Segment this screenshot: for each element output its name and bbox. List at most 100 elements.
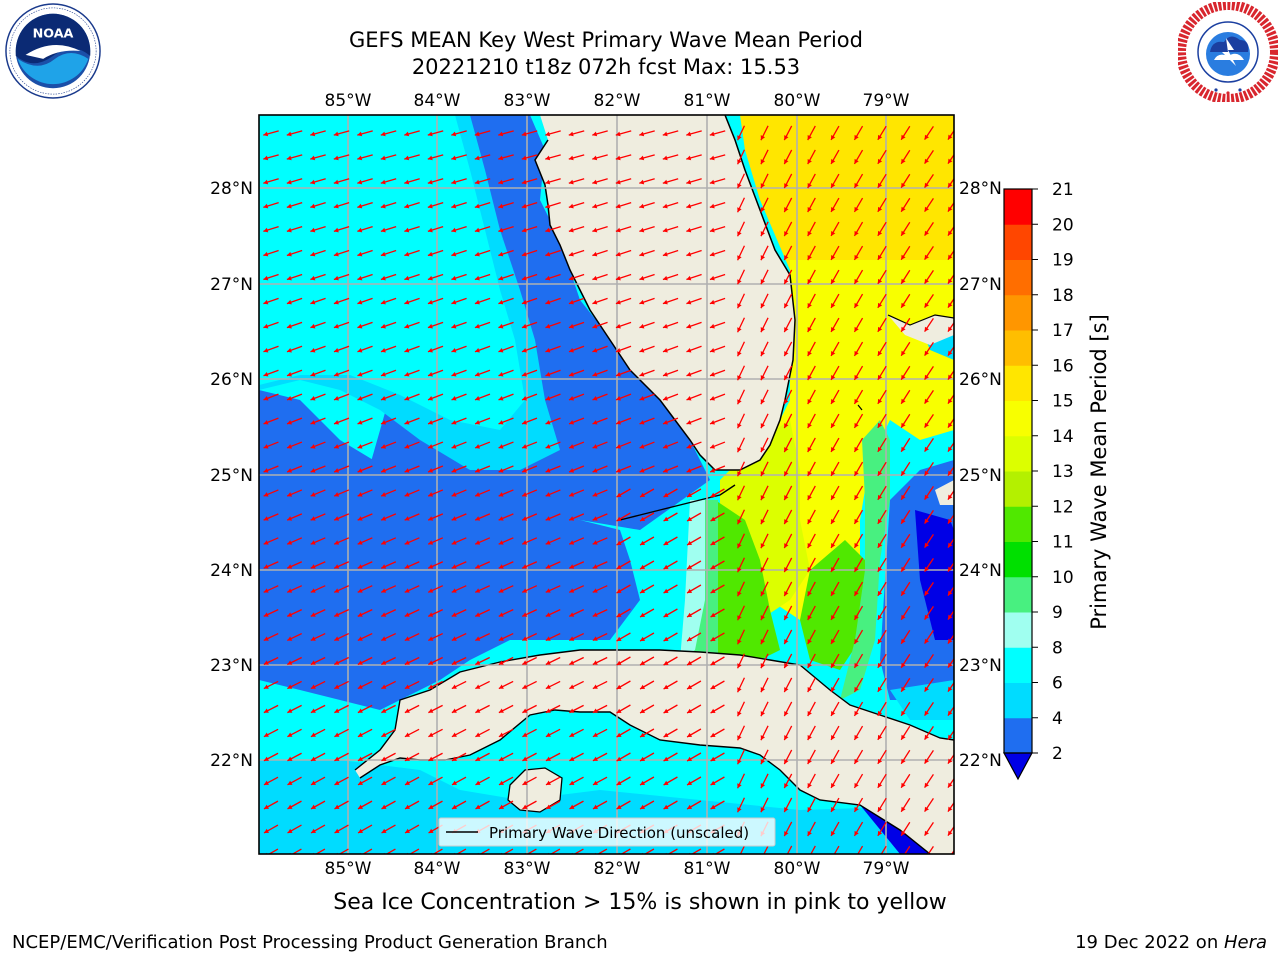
wave-arrow-head [428, 780, 434, 785]
wave-arrow-head [686, 251, 692, 257]
wave-arrow-head [947, 830, 953, 836]
wave-arrow-head [427, 179, 433, 185]
wave-arrow-head [831, 734, 836, 740]
wave-arrow-head [947, 422, 953, 428]
svg-text:NOAA: NOAA [33, 26, 74, 41]
wave-arrow-head [287, 588, 293, 593]
wave-arrow-head [807, 159, 812, 165]
wave-arrow-head [807, 783, 812, 789]
wave-arrow-head [901, 686, 906, 692]
wave-arrow-head [710, 420, 715, 425]
wave-arrow-head [616, 588, 622, 593]
wave-arrow-head [451, 420, 457, 425]
wave-arrow-head [686, 275, 692, 281]
wave-arrow-head [737, 327, 742, 333]
wave-arrow-head [310, 492, 316, 497]
wave-arrow-head [545, 251, 551, 257]
lat-label: 24°N [959, 561, 1002, 581]
wave-arrow-head [592, 612, 598, 617]
wave-arrow-head [901, 806, 906, 812]
wave-arrow-head [592, 660, 598, 665]
wave-arrow-head [737, 255, 742, 261]
wave-arrow-head [737, 783, 742, 789]
wave-arrow-head [877, 470, 883, 476]
wave-arrow-head [854, 566, 859, 572]
wave-arrow-head [686, 131, 692, 137]
wave-arrow-head [709, 131, 715, 137]
wave-arrow-head [498, 420, 504, 425]
wave-arrow-head [784, 591, 789, 597]
wave-arrow-head [357, 179, 363, 185]
wave-arrow-head [568, 155, 574, 161]
wave-arrow-head [357, 468, 363, 473]
wave-arrow-head [287, 564, 293, 569]
wave-arrow-head [760, 711, 766, 717]
wave-arrow-head [710, 684, 716, 689]
wave-arrow-head [831, 158, 836, 164]
wave-arrow-head [877, 398, 883, 404]
wave-arrow-head [451, 347, 457, 353]
wave-arrow-head [334, 540, 340, 545]
wave-arrow-head [831, 830, 836, 836]
wave-arrow-head [760, 231, 766, 237]
wave-arrow-head [854, 518, 859, 524]
wave-arrow [408, 848, 420, 854]
wave-arrow-head [663, 540, 669, 545]
wave-arrow-head [831, 710, 836, 716]
wave-arrow-head [807, 375, 812, 381]
wave-arrow-head [807, 303, 812, 309]
land-bahamas [888, 315, 954, 505]
wave-arrow-head [616, 468, 622, 473]
wave-arrow-head [737, 735, 742, 741]
wave-arrow-head [854, 590, 859, 596]
wave-arrow-head [807, 255, 812, 261]
wave-arrow-head [592, 179, 598, 185]
wave-arrow-head [404, 684, 410, 689]
wave-arrow-head [877, 158, 883, 164]
wave-arrow-head [877, 542, 883, 548]
wave-arrow-head [947, 518, 953, 524]
wave-arrow-head [310, 396, 316, 401]
wave-arrow-head [639, 227, 645, 233]
wave-arrow-head [877, 278, 883, 284]
lat-label: 24°N [210, 561, 253, 581]
wave-arrow-head [924, 374, 930, 380]
wave-arrow-head [709, 299, 715, 305]
wave-arrow-head [807, 567, 812, 573]
wave-arrow-head [522, 804, 528, 809]
wave-arrow-head [947, 806, 953, 812]
wave-arrow-head [404, 564, 410, 569]
wave-arrow-head [760, 207, 766, 213]
wave-arrow-head [901, 158, 906, 164]
wave-arrow-head [947, 134, 953, 140]
wave-arrow-head [498, 636, 504, 641]
wave-arrow [810, 845, 816, 854]
lon-label: 85°W [325, 91, 372, 111]
wave-arrow-head [569, 588, 575, 593]
colorbar-tick-label: 14 [1052, 427, 1074, 447]
wave-arrow-head [639, 203, 645, 209]
wave-arrow-head [522, 444, 528, 449]
wave-arrow-head [615, 299, 621, 305]
wave-arrow-head [807, 183, 812, 189]
wave-arrow-head [877, 806, 883, 812]
wave-arrow-head [686, 396, 692, 401]
wave-arrow-head [831, 254, 836, 260]
wave-arrow-head [686, 468, 692, 473]
wave-arrow-head [760, 615, 766, 621]
wave-arrow-head [357, 684, 363, 689]
wave-arrow-head [451, 227, 457, 233]
wave-arrow-head [428, 684, 434, 689]
wave-arrow-head [877, 662, 883, 668]
wave-arrow-head [662, 251, 668, 257]
wave-arrow-head [521, 372, 527, 377]
wave-arrow-head [263, 347, 269, 353]
wave-arrow-head [498, 516, 504, 521]
wave-arrow-head [545, 636, 551, 641]
wave-arrow-head [451, 372, 457, 377]
wave-arrow-head [404, 636, 410, 641]
wave-arrow-head [334, 564, 340, 569]
wave-arrow-head [807, 663, 812, 669]
wave-arrow-head [616, 636, 622, 641]
wave-arrow-head [662, 299, 668, 305]
